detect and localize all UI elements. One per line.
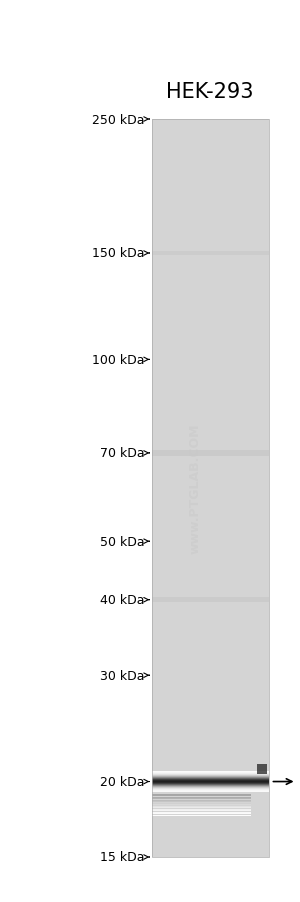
Bar (152, 773, 268, 774)
Bar (152, 451, 268, 456)
Bar (152, 781, 268, 782)
Bar (152, 796, 251, 798)
Text: 20 kDa: 20 kDa (100, 775, 145, 788)
Bar (152, 785, 268, 787)
Bar (152, 813, 251, 815)
Bar (256, 764, 266, 774)
Bar (152, 776, 268, 777)
Bar (152, 805, 251, 807)
Bar (152, 778, 268, 779)
Bar (152, 778, 268, 779)
Text: 30 kDa: 30 kDa (100, 669, 145, 682)
Bar (152, 788, 268, 789)
Text: 100 kDa: 100 kDa (92, 354, 145, 366)
Bar (152, 773, 268, 774)
Bar (152, 783, 268, 784)
Bar (152, 779, 268, 780)
Text: 50 kDa: 50 kDa (100, 535, 145, 548)
Bar (152, 784, 268, 785)
Bar (152, 597, 268, 603)
Bar (152, 789, 268, 790)
Bar (152, 791, 268, 792)
Bar (152, 777, 268, 778)
Bar (152, 787, 268, 788)
Bar (152, 784, 268, 785)
Bar (152, 801, 251, 803)
Bar (152, 782, 268, 783)
Bar (152, 798, 251, 799)
Bar (152, 807, 251, 808)
Bar (152, 786, 268, 787)
Text: HEK-293: HEK-293 (166, 82, 254, 102)
Bar (152, 120, 268, 857)
Bar (152, 800, 251, 801)
Bar (152, 803, 251, 804)
Bar (152, 779, 268, 780)
Bar (152, 812, 251, 813)
Bar (152, 774, 268, 775)
Bar (152, 252, 268, 256)
Bar (152, 785, 268, 786)
Text: www.PTGLAB.COM: www.PTGLAB.COM (188, 423, 202, 554)
Bar (152, 788, 268, 789)
Bar (152, 782, 268, 783)
Text: 250 kDa: 250 kDa (92, 114, 145, 126)
Bar (152, 789, 268, 791)
Bar (152, 777, 268, 778)
Bar (152, 783, 268, 784)
Bar (152, 774, 268, 775)
Bar (152, 775, 268, 777)
Bar (152, 120, 268, 857)
Bar (152, 808, 251, 810)
Bar (152, 775, 268, 776)
Bar (152, 787, 268, 788)
Text: 150 kDa: 150 kDa (92, 247, 145, 260)
Bar (152, 780, 268, 782)
Bar (152, 772, 268, 773)
Text: 70 kDa: 70 kDa (100, 446, 145, 460)
Bar (152, 772, 268, 773)
Bar (152, 780, 268, 781)
Bar (152, 790, 268, 791)
Bar (152, 794, 251, 795)
Bar (152, 810, 251, 811)
Bar (152, 771, 268, 772)
Text: 15 kDa: 15 kDa (100, 851, 145, 863)
Text: 40 kDa: 40 kDa (100, 594, 145, 606)
